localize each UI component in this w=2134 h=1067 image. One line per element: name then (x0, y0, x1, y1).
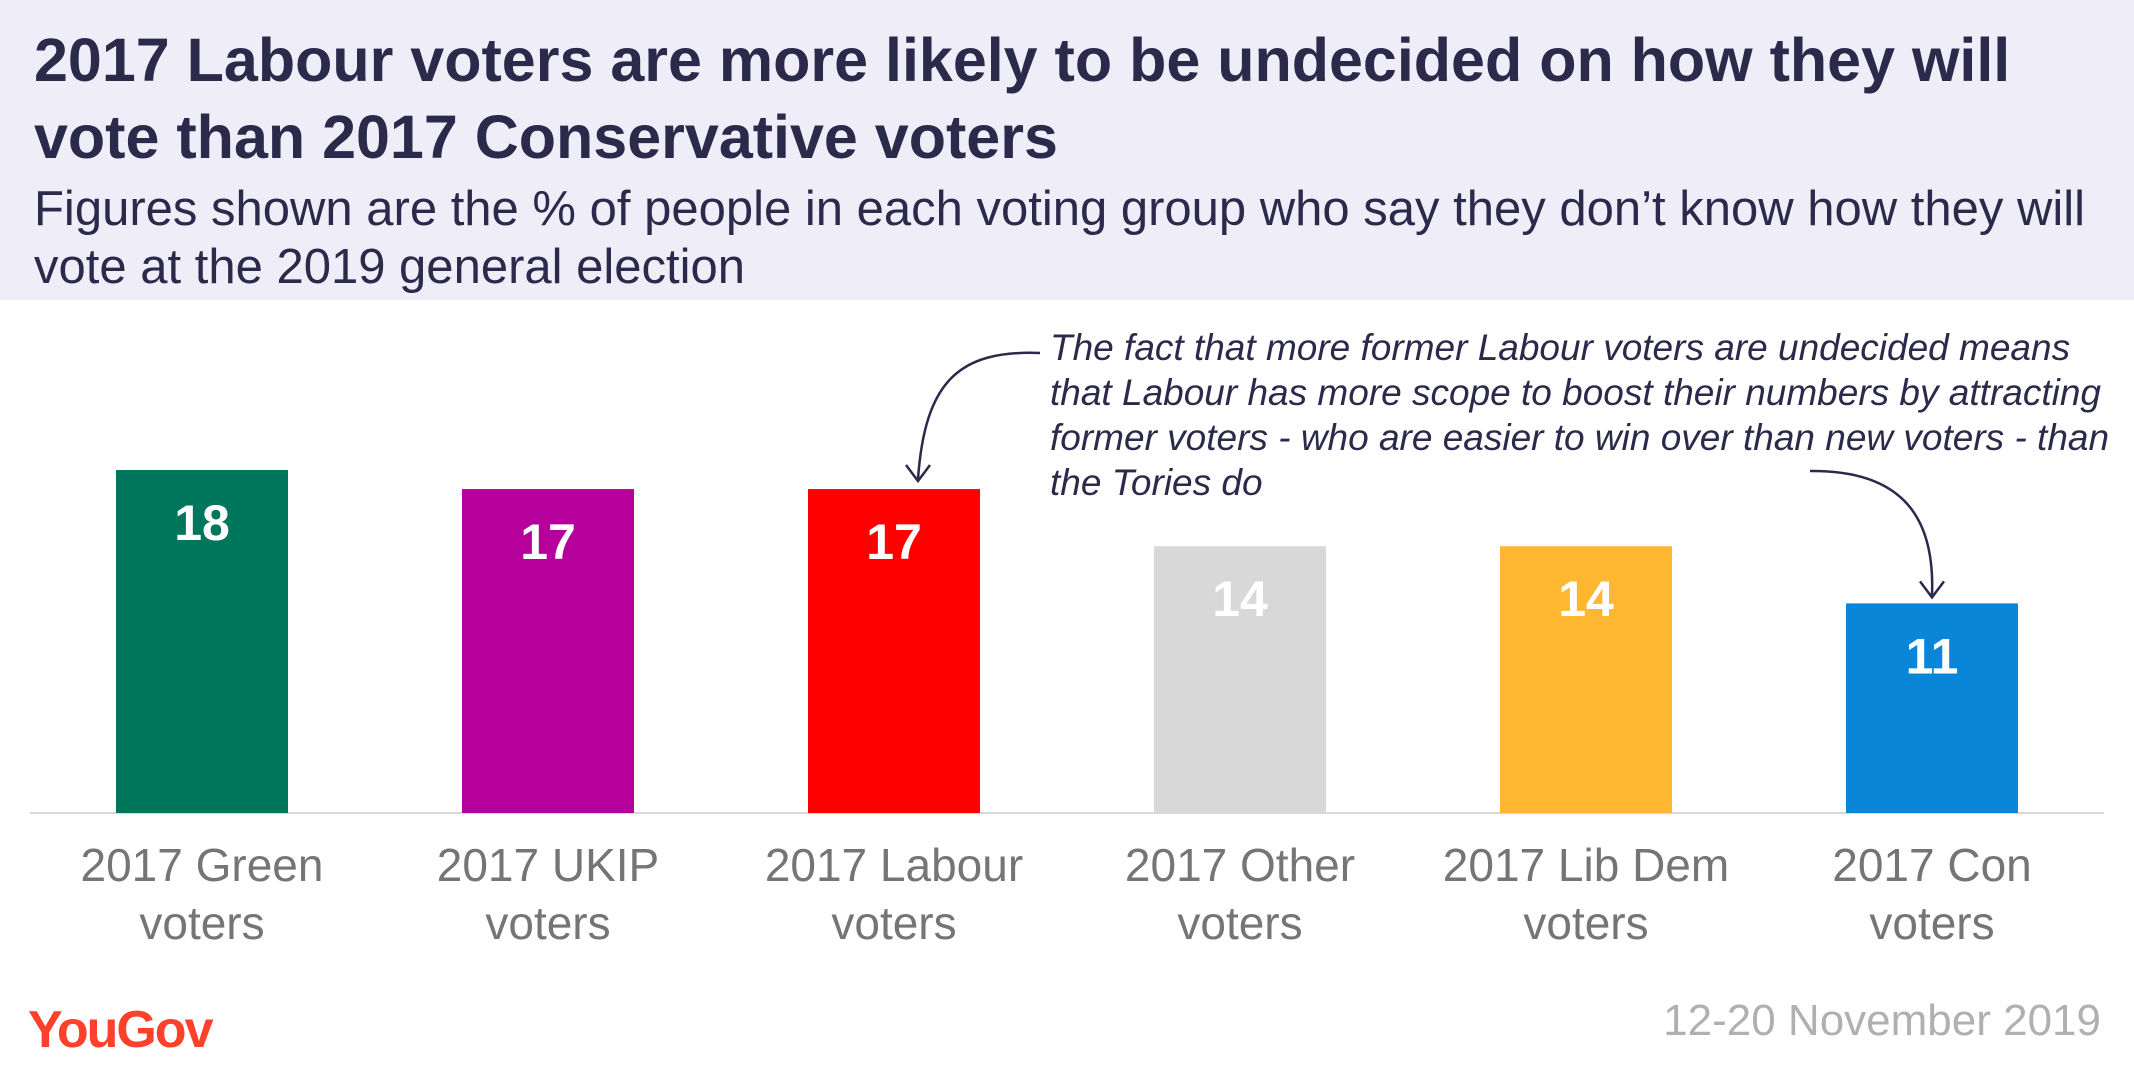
bar (116, 470, 288, 813)
chart-title: 2017 Labour voters are more likely to be… (34, 26, 2011, 171)
chart-subtitle: Figures shown are the % of people in eac… (34, 182, 2086, 294)
header-band: 2017 Labour voters are more likely to be… (0, 0, 2134, 300)
bar-value-label: 18 (174, 495, 230, 551)
survey-date: 12-20 November 2019 (1663, 996, 2101, 1045)
x-tick-label: 2017 Labour voters (765, 839, 1023, 949)
bar-value-label: 14 (1558, 571, 1614, 627)
bar (462, 489, 634, 813)
bar-value-label: 14 (1212, 571, 1268, 627)
bar (1846, 603, 2018, 813)
bar-value-label: 17 (520, 514, 576, 570)
x-tick-label: 2017 UKIP voters (437, 839, 659, 949)
bar (808, 489, 980, 813)
bar (1500, 546, 1672, 813)
annotation-arrow-labour (916, 351, 1041, 480)
yougov-logo: YouGov (28, 1001, 213, 1059)
x-tick-label: 2017 Green voters (81, 839, 324, 949)
bar-value-label: 17 (866, 514, 922, 570)
arrowhead (905, 464, 931, 484)
chart-annotation: The fact that more former Labour voters … (1050, 327, 2110, 503)
annotation-arrow-con (1809, 469, 1934, 596)
bar-value-label: 11 (1906, 628, 1959, 684)
bar (1154, 546, 1326, 813)
x-tick-label: 2017 Other voters (1125, 839, 1355, 949)
x-tick-label: 2017 Con voters (1832, 839, 2032, 949)
x-tick-label: 2017 Lib Dem voters (1443, 839, 1729, 949)
arrowhead (1919, 580, 1945, 600)
